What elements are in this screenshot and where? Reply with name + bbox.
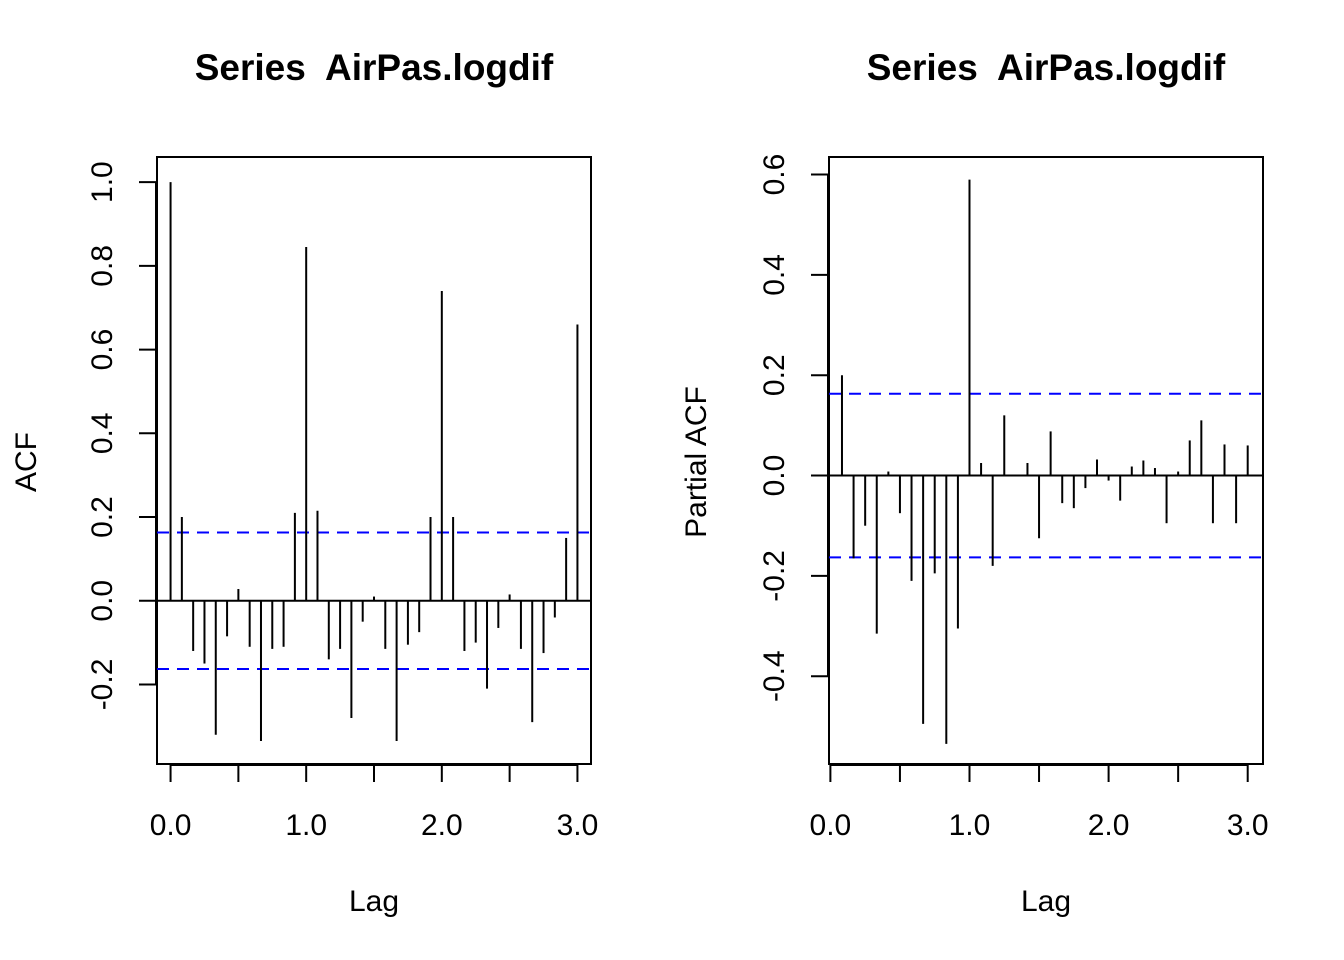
pacf-panel: Series AirPas.logdif 0.0 1.0 2.0 3.0 -0.4-0…: [680, 47, 1269, 918]
acf-spikes: [169, 182, 579, 741]
pacf-y-tick-label: -0.2: [758, 550, 791, 602]
pacf-y-tick-label: 0.6: [758, 154, 791, 196]
acf-panel: Series AirPas.logdif 0.0 1.0 2.0 3.0 -0.2 0.…: [10, 47, 598, 918]
acf-x-tick-label: 2.0: [421, 809, 463, 842]
acf-y-tick-label: 0.0: [86, 580, 119, 622]
pacf-y-tick-label: -0.4: [758, 650, 791, 702]
acf-x-tick-label: 0.0: [150, 809, 192, 842]
pacf-y-tick-label: 0.2: [758, 354, 791, 396]
pacf-x-axis: 0.0 1.0 2.0 3.0: [810, 764, 1269, 842]
acf-y-tick-label: 0.6: [86, 329, 119, 371]
acf-y-axis: -0.2 0.0 0.2 0.4 0.6 0.8 1.0: [86, 161, 157, 711]
acf-y-tick-label: 0.4: [86, 412, 119, 454]
pacf-y-tick-label: 0.0: [758, 455, 791, 497]
pacf-title: Series AirPas.logdif: [867, 47, 1226, 88]
pacf-y-axis-label: Partial ACF: [680, 386, 713, 538]
pacf-x-tick-label: 2.0: [1088, 809, 1130, 842]
acf-y-tick-label: 1.0: [86, 161, 119, 203]
pacf-x-tick-label: 1.0: [949, 809, 991, 842]
acf-x-axis: 0.0 1.0 2.0 3.0: [150, 764, 599, 842]
pacf-x-tick-label: 0.0: [810, 809, 852, 842]
acf-y-tick-label: 0.2: [86, 496, 119, 538]
acf-x-tick-label: 1.0: [285, 809, 327, 842]
pacf-confidence-lines: [829, 392, 1263, 559]
acf-y-axis-label: ACF: [10, 432, 43, 492]
pacf-x-axis-label: Lag: [1021, 885, 1071, 918]
pacf-y-tick-label: 0.4: [758, 254, 791, 296]
acf-y-tick-label: 0.8: [86, 245, 119, 287]
pacf-plot-frame: [828, 156, 1264, 765]
acf-x-tick-label: 3.0: [557, 809, 599, 842]
acf-y-tick-label: -0.2: [86, 659, 119, 711]
pacf-y-axis: -0.4 -0.2 0.0 0.2 0.4 0.6: [758, 154, 829, 702]
pacf-x-tick-label: 3.0: [1227, 809, 1269, 842]
acf-plot-frame: [156, 156, 592, 765]
acf-title: Series AirPas.logdif: [195, 47, 554, 88]
pacf-spikes: [840, 179, 1249, 744]
acf-x-axis-label: Lag: [349, 885, 399, 918]
